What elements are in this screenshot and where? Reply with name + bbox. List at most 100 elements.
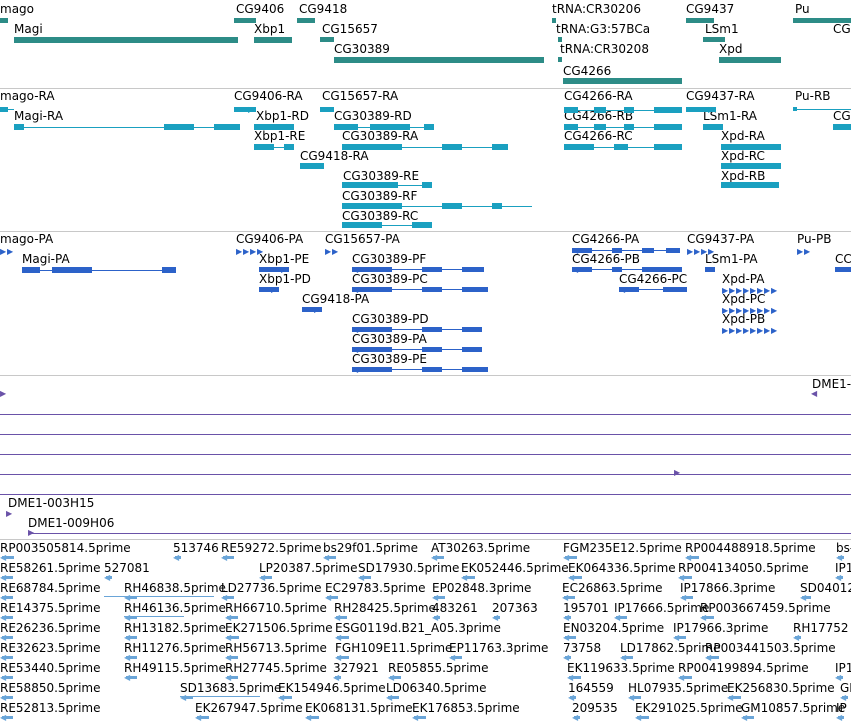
intron-line — [564, 110, 682, 111]
est-bar — [616, 616, 627, 619]
est-arrow-icon: ◀ — [563, 553, 570, 562]
exon-block — [284, 144, 294, 150]
exon-block — [462, 367, 488, 372]
est-label: RP004134050.5prime — [678, 561, 809, 575]
est-label: EK119633.5prime — [567, 661, 675, 675]
exon-block — [612, 248, 622, 253]
protein-label: CG30389-PF — [352, 252, 427, 266]
gene-label-trna-cr30208: tRNA:CR30208 — [560, 42, 649, 56]
est-arrow-icon: ◀ — [225, 653, 232, 662]
exon-block — [370, 124, 410, 130]
est-bar — [569, 676, 581, 679]
est-bar — [564, 596, 575, 599]
clone-label: DME1-009H06 — [28, 516, 115, 530]
est-label: EK154946.5prime — [278, 681, 386, 695]
strand-arrow-left-icon: ◀ — [564, 105, 571, 114]
est-label: FGM235E12.5prime — [563, 541, 682, 555]
protein-label: LSm1-PA — [705, 252, 758, 266]
est-label: FGH109E11.5prime — [335, 641, 453, 655]
est-bar — [175, 556, 181, 559]
est-arrow-icon: ◀ — [0, 713, 7, 722]
protein-label: Xbp1-PE — [259, 252, 310, 266]
exon-block — [164, 124, 194, 130]
est-label: EK064336.5prime — [568, 561, 676, 575]
gene-track: mago CG9406 CG9418 tRNA:CR30206 CG9437 Pu Magi… — [0, 0, 851, 88]
est-arrow-icon: ◀ — [628, 693, 635, 702]
transcript-label: Xbp1-RD — [256, 109, 309, 123]
est-label: 483261 — [432, 601, 478, 615]
est-arrow-icon: ◀ — [705, 653, 712, 662]
est-arrow-icon: ◀ — [0, 593, 7, 602]
est-label: RH49115.5prime — [124, 661, 226, 675]
est-bar — [707, 656, 719, 659]
est-label: LD27736.5prime — [221, 581, 322, 595]
est-arrow-icon: ◀ — [0, 613, 7, 622]
protein-label: Xpd-PA — [722, 272, 765, 286]
est-label: RH13182.5prime — [124, 621, 226, 635]
est-arrow-icon: ◀ — [0, 573, 7, 582]
est-label: 164559 — [568, 681, 614, 695]
strand-arrow-right-icon: ▶ — [701, 247, 708, 256]
protein-label: Xpd-PB — [722, 312, 766, 326]
est-arrow-icon: ◀ — [800, 593, 807, 602]
est-bar — [2, 716, 13, 719]
exon-block — [442, 144, 462, 150]
est-bar — [360, 576, 371, 579]
est-bar — [227, 656, 238, 659]
est-bar — [223, 556, 234, 559]
gene-bar-cg9437 — [686, 18, 714, 23]
est-arrow-icon: ◀ — [305, 713, 312, 722]
clone-label: DME1-003H15 — [8, 496, 95, 510]
est-label: RE05855.5prime — [388, 661, 489, 675]
est-label: 209535 — [572, 701, 618, 715]
strand-arrow-right-icon: ▶ — [314, 305, 321, 314]
protein-label: CG9437-PA — [687, 232, 755, 246]
strand-arrow-right-icon: ▶ — [325, 247, 332, 256]
est-arrow-icon: ◀ — [673, 633, 680, 642]
exon-block — [412, 222, 432, 228]
est-arrow-icon: ◀ — [124, 613, 131, 622]
clone-line — [0, 434, 851, 435]
est-arrow-icon: ◀ — [432, 613, 439, 622]
est-label: GM10857.5prime — [741, 701, 846, 715]
strand-arrow-right-icon: ▶ — [757, 326, 764, 335]
gene-bar-cg9406 — [234, 18, 256, 23]
est-bar — [842, 696, 848, 699]
exon-block — [666, 248, 680, 253]
strand-arrow-right-icon: ▶ — [722, 326, 729, 335]
gene-bar-trna — [552, 18, 556, 23]
est-arrow-icon: ◀ — [221, 553, 228, 562]
track-separator — [0, 88, 851, 89]
strand-arrow-right-icon: ▶ — [332, 247, 339, 256]
est-bar — [434, 596, 445, 599]
exon-block — [342, 144, 402, 150]
est-bar — [622, 656, 633, 659]
est-label: RH28425.5prime — [334, 601, 436, 615]
gene-label-trna-cr30206: tRNA:CR30206 — [552, 2, 641, 16]
est-label: 207363 — [492, 601, 538, 615]
est-label: EK271506.5prime — [225, 621, 333, 635]
est-bar — [124, 616, 184, 617]
exon-block — [214, 124, 240, 130]
intron-line — [14, 127, 240, 128]
est-arrow-icon: ◀ — [840, 693, 847, 702]
strand-arrow-right-icon: ▶ — [316, 161, 323, 170]
exon-block — [422, 287, 442, 292]
est-bar — [2, 636, 13, 639]
est-label: LD06340.5prime — [386, 681, 487, 695]
exon-block — [619, 287, 639, 292]
est-arrow-icon: ◀ — [685, 553, 692, 562]
est-bar — [838, 716, 844, 719]
est-bar — [565, 636, 576, 639]
est-label: SD17930.5prime — [358, 561, 460, 575]
transcript-label: Xpd-RA — [721, 129, 765, 143]
est-arrow-icon: ◀ — [0, 693, 7, 702]
gene-bar-mago — [0, 18, 8, 23]
strand-arrow-right-icon: ▶ — [286, 142, 293, 151]
transcript-label: mago-RA — [0, 89, 55, 103]
track-separator — [0, 539, 851, 540]
strand-arrow-left-icon: ◀ — [14, 122, 21, 131]
est-label: RH56713.5prime — [225, 641, 327, 655]
est-label: RP003667459.5prime — [700, 601, 831, 615]
gene-bar-pu — [793, 18, 851, 23]
